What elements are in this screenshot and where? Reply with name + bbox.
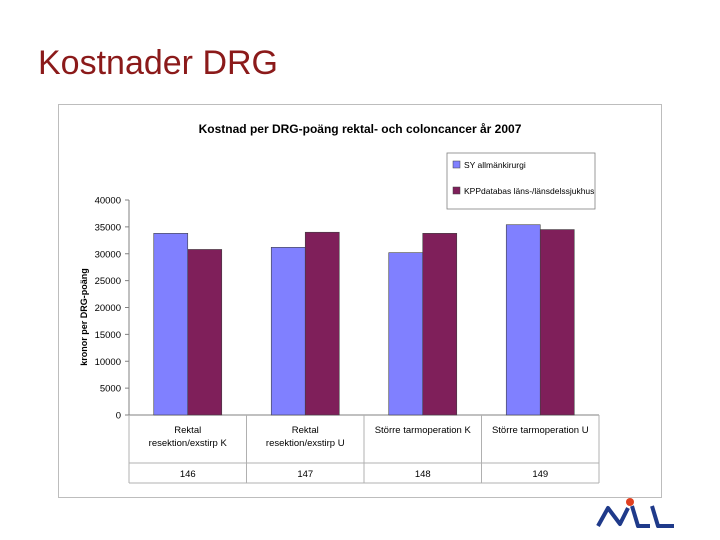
x-tick-label: Större tarmoperation U	[492, 425, 589, 436]
plot-area: 0 5000 10000 15000 20000 25000 30000 35000 40000…	[95, 196, 600, 484]
y-tick-label: 5000	[100, 384, 121, 395]
legend-swatch	[452, 160, 461, 169]
x-tick-label: Större tarmoperation K	[375, 425, 472, 436]
x-tick-label: Rektal resektion/exstirp U	[266, 425, 345, 449]
chart-title: Kostnad per DRG-poäng rektal- och colonc…	[199, 122, 522, 136]
bar	[153, 233, 189, 416]
logo-dot	[626, 498, 634, 506]
bar-chart: Kostnad per DRG-poäng rektal- och colonc…	[79, 122, 600, 484]
y-tick-label: 40000	[95, 196, 121, 207]
bar	[388, 252, 424, 416]
y-axis-label: kronor per DRG-poäng	[79, 268, 89, 366]
chart-frame: Kostnad per DRG-poäng rektal- och colonc…	[58, 104, 662, 498]
category-code-label: 146	[180, 469, 196, 480]
category-code-label: 149	[532, 469, 548, 480]
legend-box	[446, 152, 596, 210]
bar	[270, 247, 306, 416]
legend-label: KPPdatabas läns-/länsdelssjukhus	[464, 186, 594, 196]
y-tick-label: 0	[116, 411, 121, 422]
y-tick-label: 10000	[95, 357, 121, 368]
logo-l1-shape	[630, 505, 650, 528]
y-tick-label: 30000	[95, 249, 121, 260]
y-tick-label: 15000	[95, 330, 121, 341]
y-tick-label: 25000	[95, 276, 121, 287]
nll-logo	[596, 498, 674, 528]
y-tick-label: 20000	[95, 303, 121, 314]
x-tick-label: Rektal resektion/exstirp K	[149, 425, 228, 449]
bar	[505, 224, 541, 416]
legend-swatch	[452, 186, 461, 195]
legend: SY allmänkirurgi KPPdatabas läns-/länsdel…	[446, 152, 596, 210]
logo-n-shape	[596, 506, 630, 527]
y-tick-label: 35000	[95, 222, 121, 233]
category-code-label: 148	[415, 469, 431, 480]
legend-label: SY allmänkirurgi	[464, 160, 526, 170]
logo-l2-shape	[650, 505, 674, 528]
bar	[304, 231, 340, 416]
category-code-label: 147	[297, 469, 313, 480]
bar	[422, 233, 458, 416]
slide-title: Kostnader DRG	[38, 44, 278, 82]
bar	[187, 249, 223, 416]
bar	[539, 229, 575, 416]
